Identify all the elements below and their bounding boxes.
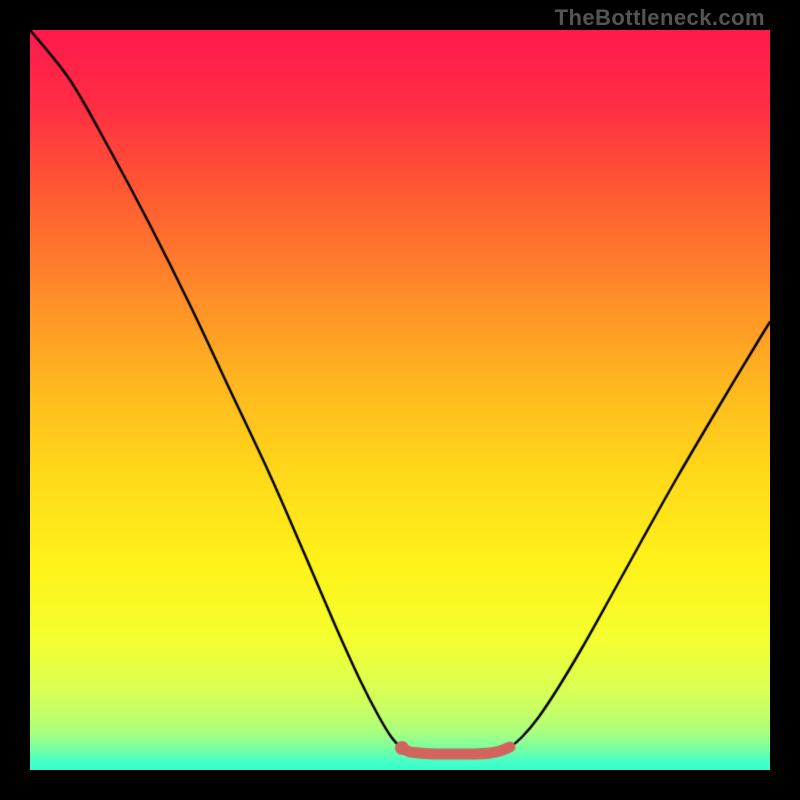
bottleneck-curve-canvas bbox=[30, 30, 770, 770]
watermark-text: TheBottleneck.com bbox=[555, 5, 765, 31]
plot-area bbox=[30, 30, 770, 770]
chart-stage: TheBottleneck.com bbox=[0, 0, 800, 800]
